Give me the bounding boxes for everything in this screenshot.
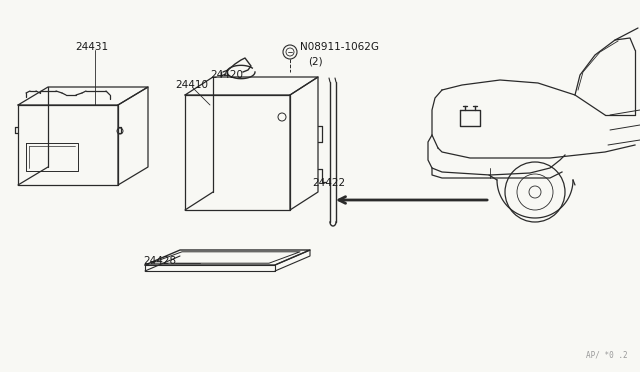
Text: 24420: 24420 [210,70,243,80]
Text: 24428: 24428 [143,256,176,266]
Text: 24410: 24410 [175,80,208,90]
Text: (2): (2) [308,56,323,66]
Text: AP/ *0 .2: AP/ *0 .2 [586,351,628,360]
Text: N08911-1062G: N08911-1062G [300,42,379,52]
Text: 24422: 24422 [312,178,345,188]
Text: 24431: 24431 [75,42,108,52]
